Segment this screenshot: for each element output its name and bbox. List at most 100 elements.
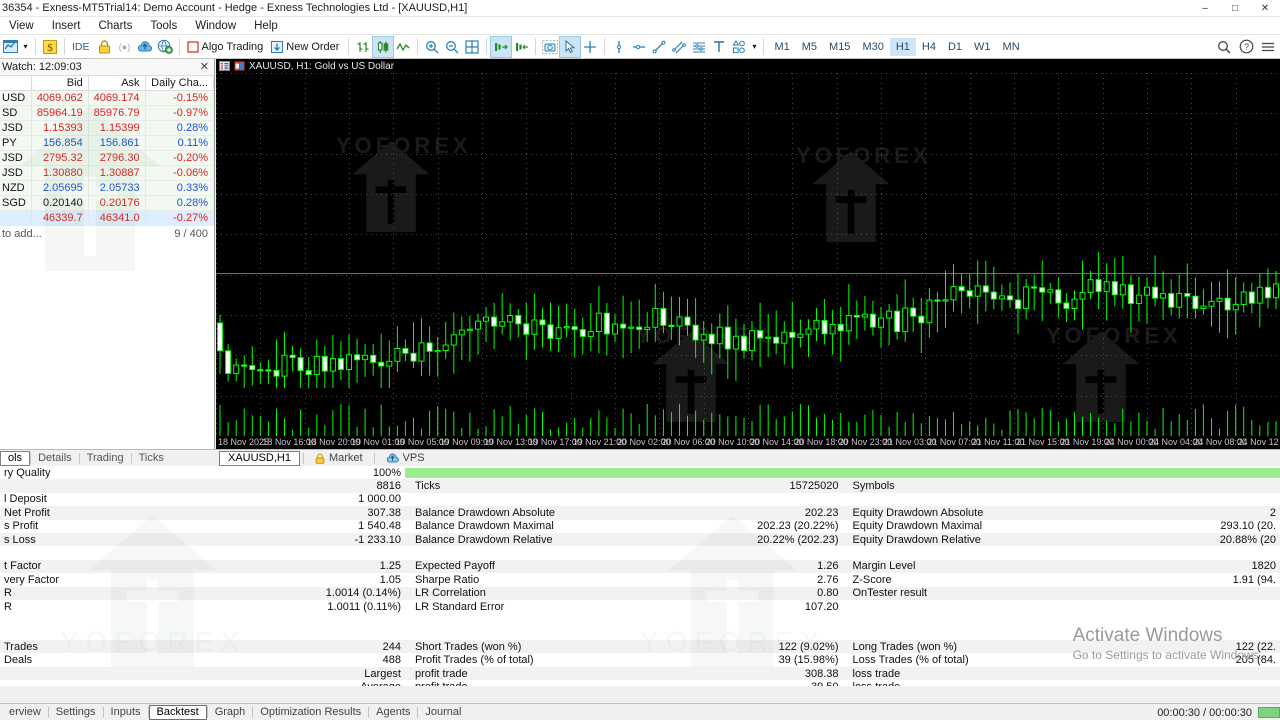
line-chart-icon[interactable] [393, 37, 413, 57]
vertical-line-icon[interactable] [609, 37, 629, 57]
signal-icon[interactable]: (●) [118, 41, 131, 52]
timeframe-m1[interactable]: M1 [774, 40, 790, 53]
symbol-list-icon[interactable] [219, 61, 230, 71]
tab-inputs[interactable]: Inputs [110, 706, 141, 718]
tab-settings[interactable]: Settings [55, 706, 96, 718]
table-row[interactable]: USD 4069.062 4069.174 -0.15% [0, 90, 214, 106]
chart-canvas[interactable]: YOFOREX YOFOREX YOFORE [216, 73, 1280, 436]
tab-trading[interactable]: Trading [86, 452, 124, 464]
market-watch-add-row[interactable]: to add... 9 / 400 [0, 226, 214, 242]
tab-ticks[interactable]: Ticks [138, 452, 164, 464]
report-row[interactable] [0, 613, 1280, 626]
shapes-dropdown-icon[interactable]: ▾ [752, 42, 757, 51]
table-row[interactable]: SD 85964.19 85976.79 -0.97% [0, 105, 214, 121]
chart-type-icon[interactable] [0, 37, 20, 57]
report-row[interactable]: 8816 Ticks 15725020 Symbols [0, 479, 1280, 493]
column-symbol[interactable] [0, 76, 32, 91]
menu-item-insert[interactable]: Insert [51, 19, 81, 32]
tab-optimization-results[interactable]: Optimization Results [260, 706, 362, 718]
chart-tab-market[interactable]: Market [307, 451, 371, 466]
crosshair-icon[interactable] [580, 37, 600, 57]
report-row[interactable]: ry Quality 100% [0, 466, 1280, 479]
ide-button[interactable]: IDE [72, 40, 90, 53]
report-row[interactable]: s Profit 1 540.48 Balance Drawdown Maximal… [0, 520, 1280, 533]
menu-icon[interactable] [1258, 37, 1278, 57]
timeframe-m5[interactable]: M5 [801, 40, 818, 53]
chart-tab-vps[interactable]: VPS [378, 451, 433, 466]
timeframe-m15[interactable]: M15 [829, 40, 851, 53]
report-row[interactable]: very Factor 1.05 Sharpe Ratio 2.76 Z-Score 1.… [0, 573, 1280, 586]
report-row[interactable]: R 1.0014 (0.14%) LR Correlation 0.80 OnTeste… [0, 586, 1280, 600]
chevron-down-icon[interactable]: ▾ [23, 42, 28, 51]
zoom-out-icon[interactable] [442, 37, 462, 57]
timeframe-mn[interactable]: MN [1002, 40, 1020, 53]
report-row[interactable]: Trades 244 Short Trades (won %) 122 (9.02%)… [0, 640, 1280, 654]
tab-journal[interactable]: Journal [425, 706, 462, 718]
zoom-in-icon[interactable] [422, 37, 442, 57]
column-bid[interactable]: Bid [31, 76, 89, 91]
timeframe-w1[interactable]: W1 [974, 40, 991, 53]
screenshot-icon[interactable] [540, 37, 560, 57]
new-order-button[interactable]: New Order [268, 37, 344, 57]
report-row[interactable] [0, 627, 1280, 640]
table-row[interactable]: SGD 0.20140 0.20176 0.28% [0, 195, 214, 211]
menu-item-tools[interactable]: Tools [150, 19, 178, 32]
chart-window-icon[interactable] [234, 61, 245, 71]
tab-overview[interactable]: erview [9, 706, 41, 718]
vps-icon[interactable] [155, 37, 175, 57]
algo-trading-button[interactable]: Algo Trading [184, 37, 269, 57]
auto-scroll-icon[interactable] [490, 35, 513, 58]
help-icon[interactable]: ? [1236, 37, 1256, 57]
report-row[interactable]: l Deposit 1 000.00 [0, 493, 1280, 506]
candlestick-icon[interactable] [372, 35, 395, 58]
dollar-icon[interactable]: $ [40, 37, 60, 57]
report-row[interactable]: R 1.0011 (0.11%) LR Standard Error 107.20 [0, 600, 1280, 613]
backtest-report[interactable]: YOFOREX YOFOREX ry Quality 100% 8816 Ticks 1… [0, 466, 1280, 686]
cloud-icon[interactable] [135, 37, 155, 57]
report-row[interactable]: Deals 488 Profit Trades (% of total) 39 (15… [0, 653, 1280, 666]
table-row[interactable]: 46339.7 46341.0 -0.27% [0, 210, 214, 226]
timeframe-m30[interactable]: M30 [862, 40, 884, 53]
cursor-icon[interactable] [559, 35, 582, 58]
timeframe-d1[interactable]: D1 [947, 40, 963, 53]
table-row[interactable]: JSD 1.15393 1.15399 0.28% [0, 120, 214, 136]
minimize-button[interactable]: – [1202, 3, 1208, 14]
horizontal-line-icon[interactable] [629, 37, 649, 57]
report-row[interactable]: Net Profit 307.38 Balance Drawdown Absolut… [0, 506, 1280, 520]
menu-item-help[interactable]: Help [254, 19, 278, 32]
table-row[interactable]: PY 156.854 156.861 0.11% [0, 135, 214, 151]
tab-results[interactable]: ols [0, 450, 31, 466]
tab-details[interactable]: Details [38, 452, 72, 464]
lock-icon[interactable] [95, 37, 115, 57]
channel-icon[interactable] [669, 37, 689, 57]
menu-item-charts[interactable]: Charts [98, 19, 133, 32]
menu-item-window[interactable]: Window [195, 19, 237, 32]
timeframe-h4[interactable]: H4 [921, 40, 936, 53]
report-row[interactable]: Largest profit trade 308.38 loss trade [0, 666, 1280, 681]
column-daily-change[interactable]: Daily Cha... [145, 76, 214, 91]
shapes-icon[interactable] [729, 37, 749, 57]
column-ask[interactable]: Ask [88, 76, 146, 91]
table-row[interactable]: NZD 2.05695 2.05733 0.33% [0, 180, 214, 196]
maximize-button[interactable]: □ [1231, 3, 1239, 14]
chart-shift-icon[interactable] [511, 37, 531, 57]
grid-icon[interactable] [462, 37, 482, 57]
search-icon[interactable] [1214, 37, 1234, 57]
report-row[interactable]: s Loss -1 233.10 Balance Drawdown Relative… [0, 532, 1280, 547]
text-icon[interactable] [709, 37, 729, 57]
tab-graph[interactable]: Graph [214, 706, 246, 718]
bar-chart-icon[interactable] [353, 37, 373, 57]
report-row[interactable]: t Factor 1.25 Expected Payoff 1.26 Margin Le… [0, 559, 1280, 574]
table-row[interactable]: JSD 2795.32 2796.30 -0.20% [0, 150, 214, 166]
table-row[interactable]: JSD 1.30880 1.30887 -0.06% [0, 165, 214, 181]
report-row[interactable]: Averageprofit trade39.50loss trade [0, 680, 1280, 686]
report-row[interactable] [0, 546, 1280, 559]
tab-backtest[interactable]: Backtest [148, 704, 207, 720]
timeframe-h1[interactable]: H1 [889, 37, 916, 56]
chart-tab-xauusd[interactable]: XAUUSD,H1 [219, 450, 300, 466]
fibonacci-icon[interactable] [689, 37, 709, 57]
close-button[interactable]: ✕ [1260, 3, 1270, 14]
tab-agents[interactable]: Agents [376, 706, 411, 718]
trendline-icon[interactable] [649, 37, 669, 57]
close-icon[interactable]: ✕ [199, 61, 209, 73]
